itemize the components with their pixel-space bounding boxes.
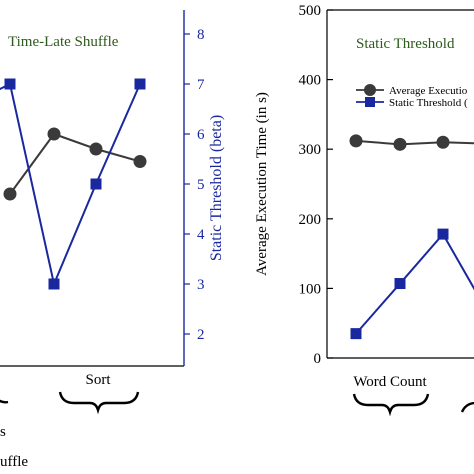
left-y2-tick-label-5: 5	[197, 177, 205, 193]
right-y-tick-label-400: 400	[299, 73, 322, 89]
right-series-black	[349, 134, 474, 151]
left-brace-left	[0, 399, 9, 404]
left-y2-tick-label-7: 7	[197, 77, 205, 93]
chart-left: 2 3 4 5 6 7 8 Time-Late Shuffle Static Thresho…	[0, 10, 225, 470]
legend-label-blue: Static Threshold (	[389, 97, 468, 109]
right-blue-point-0	[350, 328, 362, 340]
left-black-point-3	[133, 155, 147, 168]
right-y-ticks: 0 100 200 300 400 500	[299, 3, 333, 367]
left-series-blue	[0, 78, 146, 290]
right-chart-title: Static Threshold	[356, 36, 455, 52]
right-blue-point-1	[394, 278, 406, 290]
right-black-point-2	[436, 135, 450, 149]
left-series-black	[3, 127, 147, 201]
left-y2-axis-label: Static Threshold (beta)	[208, 115, 225, 261]
left-y2-tick-label-8: 8	[197, 27, 205, 43]
left-black-point-0	[3, 187, 17, 201]
left-blue-point-4	[134, 78, 146, 90]
left-chart-title: Time-Late Shuffle	[8, 34, 119, 50]
left-blue-point-1	[4, 78, 16, 90]
right-brace-word-count	[352, 393, 430, 417]
right-y-tick-label-200: 200	[299, 212, 322, 228]
chart-right: 0 100 200 300 400 500 Static Threshold Averag…	[254, 3, 474, 417]
right-y-tick-label-100: 100	[299, 281, 322, 297]
right-legend: Average Executio Static Threshold (	[356, 84, 468, 109]
right-group-label-word-count: Word Count	[353, 374, 427, 390]
right-y-tick-label-0: 0	[314, 351, 322, 367]
left-blue-point-2	[48, 278, 60, 290]
right-blue-point-2	[437, 228, 449, 240]
left-bottom-label-2: uffle	[0, 454, 28, 470]
right-black-line	[355, 139, 474, 146]
left-blue-point-3	[90, 178, 102, 190]
left-bottom-label-1: s	[0, 424, 6, 440]
left-y2-ticks: 2 3 4 5 6 7 8	[184, 27, 205, 343]
legend-marker-black	[364, 84, 376, 96]
right-series-blue	[350, 228, 474, 340]
legend-label-black: Average Executio	[389, 85, 468, 97]
right-y-tick-label-500: 500	[299, 3, 322, 19]
left-brace-sort	[58, 391, 140, 415]
left-group-label-sort: Sort	[85, 372, 111, 388]
right-y-axis-label: Average Execution Time (in s)	[254, 92, 270, 276]
left-y2-tick-label-2: 2	[197, 327, 205, 343]
left-y2-tick-label-4: 4	[197, 227, 205, 243]
left-black-point-2	[89, 142, 103, 156]
right-black-point-0	[349, 134, 363, 148]
right-brace-next	[460, 401, 474, 413]
right-black-point-1	[393, 137, 407, 151]
right-blue-line	[355, 232, 474, 335]
legend-marker-blue	[365, 97, 375, 107]
left-blue-line	[0, 82, 141, 288]
left-black-line	[9, 132, 141, 195]
right-y-tick-label-300: 300	[299, 142, 322, 158]
left-black-point-1	[47, 127, 61, 141]
left-y2-tick-label-3: 3	[197, 277, 205, 293]
left-y2-tick-label-6: 6	[197, 127, 205, 143]
